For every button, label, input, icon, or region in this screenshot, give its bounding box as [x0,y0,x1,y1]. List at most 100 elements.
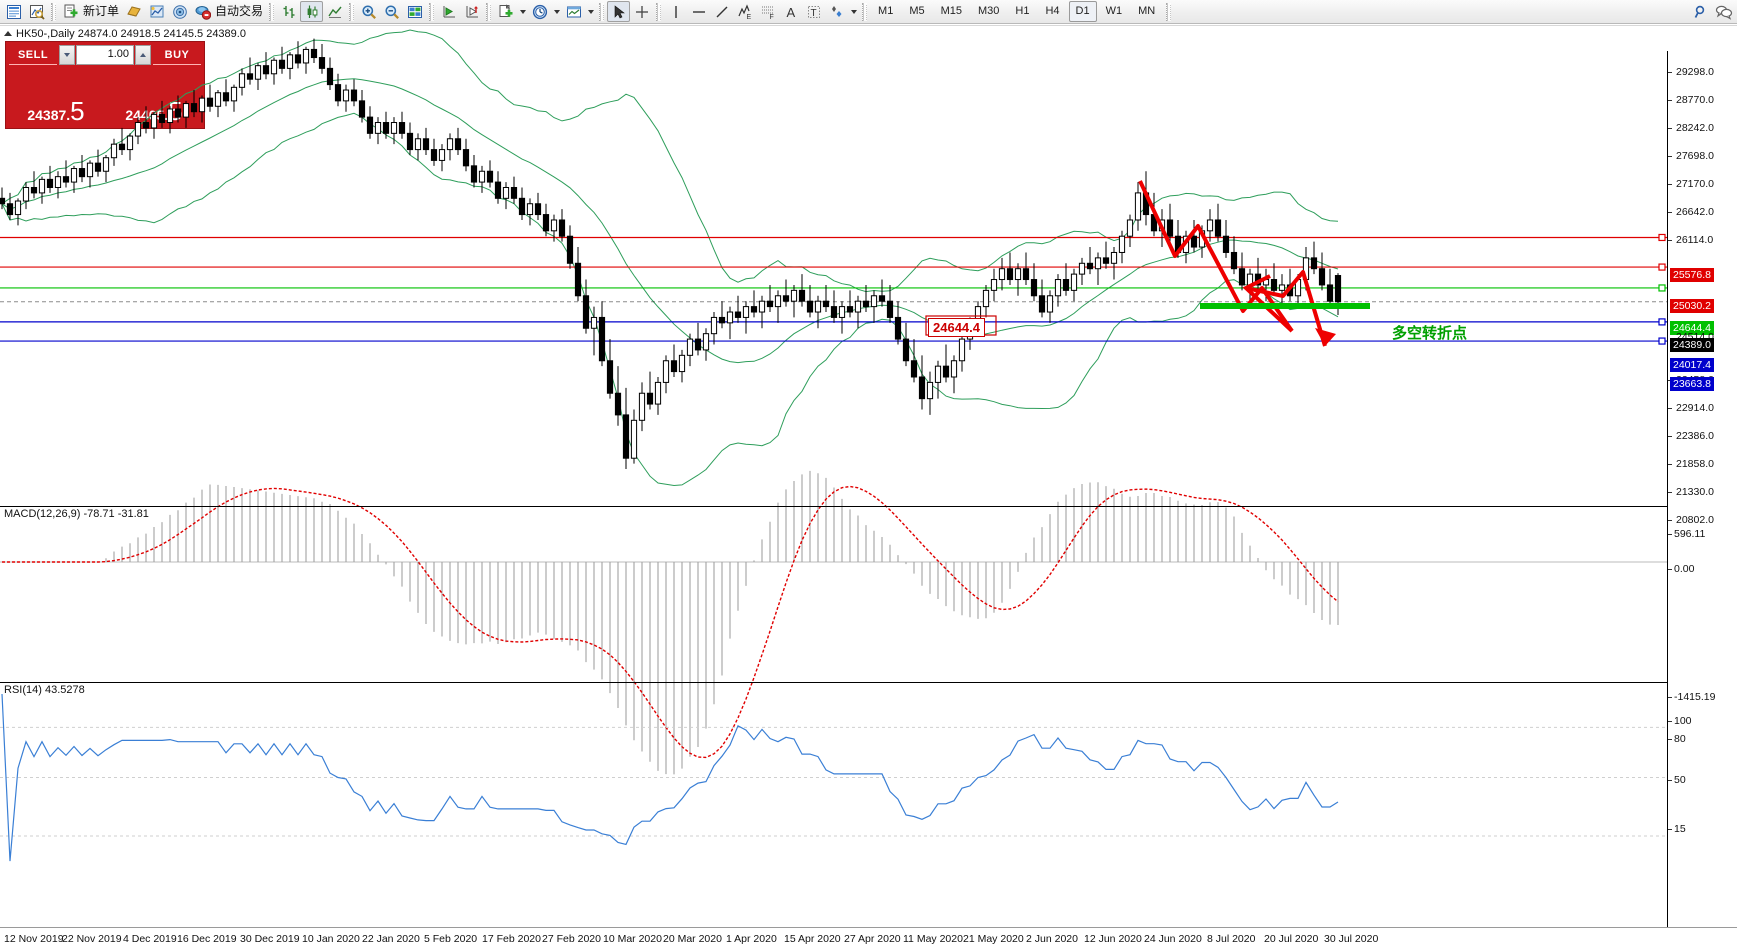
timeframe-m5[interactable]: M5 [909,5,925,17]
chart-shift-icon[interactable] [437,1,460,22]
date-tick: 2 Jun 2020 [1026,933,1078,945]
price-tick: 21858.0 [1668,458,1714,470]
timeframe-d1[interactable]: D1 [1068,1,1097,22]
navigator-icon[interactable] [145,1,168,22]
trendline-icon[interactable] [710,1,733,22]
vertical-line-icon[interactable] [664,1,687,22]
date-tick: 27 Apr 2020 [844,933,901,945]
one-click-trading-panel[interactable]: SELL 1.00 BUY 24387. 5 24405. 5 [5,41,205,129]
chart-canvas[interactable]: HK50-,Daily 24874.0 24918.5 24145.5 2438… [0,25,1737,951]
metaeditor-icon[interactable] [122,1,145,22]
rsi-axis-tick: 80 [1668,733,1686,745]
rsi-axis-tick: 15 [1668,823,1686,835]
macd-label: MACD(12,26,9) -78.71 -31.81 [4,508,149,520]
data-window-icon[interactable] [25,1,48,22]
bar-chart-icon[interactable] [277,1,300,22]
price-level-chip[interactable]: 23663.8 [1670,377,1714,391]
svg-text:A: A [786,5,795,20]
svg-text:E: E [746,14,751,20]
new-order-icon[interactable] [59,1,82,22]
strategy-tester-icon[interactable] [168,1,191,22]
search-icon[interactable] [1689,1,1712,22]
timeframe-m1[interactable]: M1 [878,5,894,17]
volume-increase-button[interactable] [135,45,151,65]
shapes-icon[interactable] [825,1,848,22]
shapes-dropdown-icon[interactable] [848,1,859,22]
market-watch-icon[interactable] [2,1,25,22]
templates-dropdown-icon[interactable] [585,1,596,22]
date-tick: 1 Apr 2020 [726,933,777,945]
cursor-icon[interactable] [607,1,631,22]
price-level-chip[interactable]: 25030.2 [1670,299,1714,313]
fibonacci-icon[interactable]: F [756,1,779,22]
turning-point-annotation[interactable]: 多空转折点 [1392,325,1468,342]
crosshair-icon[interactable] [630,1,653,22]
indicators-icon[interactable] [494,1,517,22]
candlestick-chart-icon[interactable] [300,1,324,22]
text-icon[interactable]: A [779,1,802,22]
elliott-wave-icon[interactable]: E [733,1,756,22]
toolbar-separator [656,2,662,21]
timeframe-m15[interactable]: M15 [940,5,962,17]
date-tick: 20 Mar 2020 [663,933,722,945]
date-tick: 22 Jan 2020 [362,933,420,945]
price-tick: 29298.0 [1668,66,1714,78]
volume-decrease-button[interactable] [59,45,75,65]
text-label-icon[interactable]: T [802,1,825,22]
rsi-label: RSI(14) 43.5278 [4,684,85,696]
symbol-info-line: HK50-,Daily 24874.0 24918.5 24145.5 2438… [4,28,246,40]
date-tick: 8 Jul 2020 [1207,933,1256,945]
horizontal-line-icon[interactable] [687,1,710,22]
toolbar-separator [349,2,355,21]
buy-price-fraction: 5 [168,95,183,126]
toolbar-separator [486,2,492,21]
indicators-dropdown-icon[interactable] [517,1,528,22]
price-tick: 27170.0 [1668,178,1714,190]
price-level-chip[interactable]: 24017.4 [1670,358,1714,372]
buy-price[interactable]: 24405. 5 [107,68,201,124]
timeframe-h1[interactable]: H1 [1015,5,1030,17]
auto-scroll-icon[interactable] [460,1,483,22]
price-axis[interactable]: 29298.0 28770.0 28242.0 27698.0 27170.0 26642… [1667,51,1737,951]
sell-price[interactable]: 24387. 5 [9,68,103,124]
timeframe-w1[interactable]: W1 [1105,5,1123,17]
line-chart-icon[interactable] [323,1,346,22]
collapse-triangle-icon[interactable] [4,31,12,36]
new-order-label[interactable]: 新订单 [83,4,120,18]
rsi-axis-tick: 100 [1668,715,1692,727]
sell-button[interactable]: SELL [9,45,57,65]
timeframe-mn[interactable]: MN [1138,5,1156,17]
timeframe-m30[interactable]: M30 [978,5,1000,17]
price-level-chip[interactable]: 25576.8 [1670,268,1714,282]
periods-icon[interactable] [528,1,551,22]
zoom-in-icon[interactable] [357,1,380,22]
periods-dropdown-icon[interactable] [551,1,562,22]
price-level-chip[interactable]: 24389.0 [1670,338,1714,352]
zoom-out-icon[interactable] [380,1,403,22]
date-tick: 21 May 2020 [963,933,1024,945]
price-level-chip[interactable]: 24644.4 [1670,321,1714,335]
price-annotation-box[interactable]: 24644.4 [928,318,985,337]
date-tick: 12 Jun 2020 [1084,933,1142,945]
price-tick: 22386.0 [1668,430,1714,442]
buy-button[interactable]: BUY [153,45,201,65]
main-toolbar: 新订单 自动交易 [0,0,1737,24]
toolbar-separator [429,2,435,21]
date-axis[interactable]: 12 Nov 2019 22 Nov 2019 4 Dec 2019 16 Dec 2… [0,927,1737,951]
autotrading-label[interactable]: 自动交易 [215,4,264,18]
date-tick: 22 Nov 2019 [62,933,122,945]
price-tick: 26642.0 [1668,206,1714,218]
timeframe-h4[interactable]: H4 [1045,5,1060,17]
volume-stepper[interactable]: 1.00 [59,45,151,65]
templates-icon[interactable] [562,1,585,22]
autotrading-icon[interactable] [191,1,214,22]
date-tick: 17 Feb 2020 [482,933,541,945]
date-tick: 12 Nov 2019 [4,933,64,945]
date-tick: 30 Jul 2020 [1324,933,1379,945]
trade-panel-top-row: SELL 1.00 BUY [6,42,204,68]
toolbar-separator [1166,2,1172,21]
date-tick: 5 Feb 2020 [424,933,478,945]
tile-windows-icon[interactable] [403,1,426,22]
volume-input[interactable]: 1.00 [76,45,134,65]
chat-icon[interactable] [1712,1,1735,22]
